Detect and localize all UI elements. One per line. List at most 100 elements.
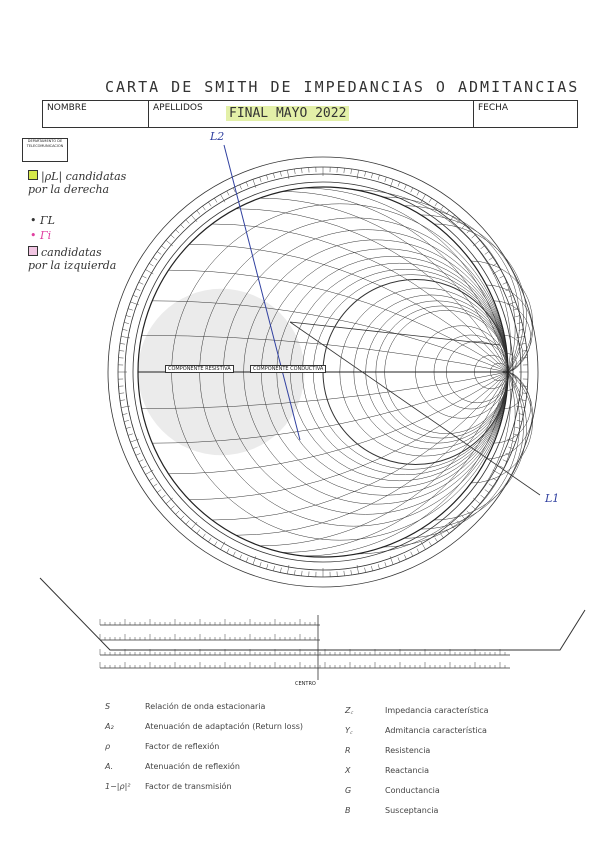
scale-tick [252, 179, 257, 188]
scale-tick [122, 329, 128, 331]
reactance-arc [211, 371, 509, 521]
reactance-arc [235, 208, 509, 373]
scale-tick [175, 510, 180, 515]
scale-tick [119, 343, 125, 345]
scale-tick [239, 184, 242, 190]
scale-tick [364, 171, 366, 177]
scale-tick [492, 469, 501, 475]
scale-tick [121, 405, 131, 408]
scale-tick [161, 245, 166, 250]
scale-tick [141, 465, 147, 469]
scale-tick [471, 505, 476, 510]
yellow-square-icon [28, 170, 38, 180]
scale-tick [239, 554, 242, 560]
scale-tick [356, 170, 359, 180]
scale-tick [440, 533, 444, 538]
reactance-arc [141, 335, 509, 373]
reactance-arc [420, 371, 524, 530]
scale-tick [220, 194, 226, 203]
scale-tick [416, 190, 420, 196]
scale-tick [505, 288, 511, 291]
legend-item: ρ Factor de reflexión [105, 734, 219, 753]
scale-tick [410, 551, 414, 557]
apellidos-field[interactable]: APELLIDOS [149, 101, 474, 127]
apellidos-label: APELLIDOS [153, 103, 203, 113]
scale-tick [266, 564, 269, 570]
scale-tick [389, 556, 394, 565]
scale-tick [266, 174, 269, 180]
scale-tick [420, 541, 426, 550]
scale-tick [492, 269, 501, 275]
scale-tick [301, 168, 303, 174]
scale-tick [456, 219, 461, 224]
scale-tick [196, 210, 201, 215]
legend-symbol: Y꜀ [345, 726, 353, 735]
legend-symbol: A. [105, 762, 114, 771]
scale-tick [208, 201, 212, 207]
scale-tick [371, 565, 373, 571]
reactance-arc [504, 371, 524, 409]
scale-tick [145, 469, 154, 475]
scale-tick [515, 405, 525, 408]
nombre-field[interactable]: NOMBRE [43, 101, 149, 127]
scale-tick [214, 198, 218, 203]
scale-tick [149, 477, 154, 481]
legend-item: Y꜀ Admitancia característica [345, 718, 487, 737]
scale-tick [138, 459, 144, 463]
scale-ring [132, 181, 514, 563]
fecha-field[interactable]: FECHA [474, 101, 578, 127]
legend-symbol: Z꜀ [345, 706, 354, 715]
scale-tick [259, 176, 262, 182]
scale-tick [428, 541, 432, 546]
scale-tick [226, 548, 230, 554]
scale-tick [480, 245, 485, 250]
scale-tick [488, 483, 494, 487]
scale-tick [471, 234, 476, 239]
scale-tick [161, 494, 166, 499]
scale-tick [175, 229, 180, 234]
legend-symbol: G [345, 786, 352, 795]
legend-symbol: R [345, 746, 351, 755]
scale-tick [488, 257, 494, 261]
reactance-arc [282, 191, 509, 373]
center-label: CENTRO [295, 681, 316, 687]
legend-text: Conductancia [385, 786, 440, 795]
reactance-arc [404, 371, 520, 539]
scale-tick [507, 438, 516, 443]
scale-tick [521, 343, 527, 345]
scale-tick [499, 465, 505, 469]
reactance-arc [504, 335, 524, 373]
scale-tick [350, 168, 352, 174]
scale-tick [245, 181, 249, 187]
scale-ring [107, 156, 539, 588]
legend-symbol: 1−|ρ|² [105, 782, 131, 791]
scale-tick [448, 214, 455, 223]
scale-tick [170, 505, 175, 510]
scale-tick [287, 564, 290, 574]
scale-tick [480, 494, 485, 499]
scale-tick [416, 548, 420, 554]
scale-tick [364, 567, 366, 573]
scale-tick [121, 336, 131, 339]
scale-tick [397, 181, 401, 187]
scale-tick [440, 206, 444, 211]
scale-tick [145, 269, 154, 275]
scale-frame [39, 577, 586, 651]
scale-tick [185, 520, 190, 525]
legend-item: X Reactancia [345, 758, 429, 777]
legend-text: Admitancia característica [385, 726, 487, 735]
reactance-arc [507, 371, 517, 391]
reactance-arc [259, 371, 509, 547]
legend-text: Susceptancia [385, 806, 439, 815]
scale-tick [350, 570, 352, 576]
reactance-arc [433, 223, 527, 373]
scale-tick [157, 489, 162, 493]
scale-tick [185, 219, 190, 224]
legend-item: A. Atenuación de reflexión [105, 754, 240, 773]
scale-tick [404, 184, 407, 190]
line-l2-label: L2 [210, 130, 225, 143]
scale-tick [125, 426, 131, 429]
reactance-arc [507, 353, 517, 373]
scale-tick [371, 173, 373, 179]
scale-tick [397, 557, 401, 563]
